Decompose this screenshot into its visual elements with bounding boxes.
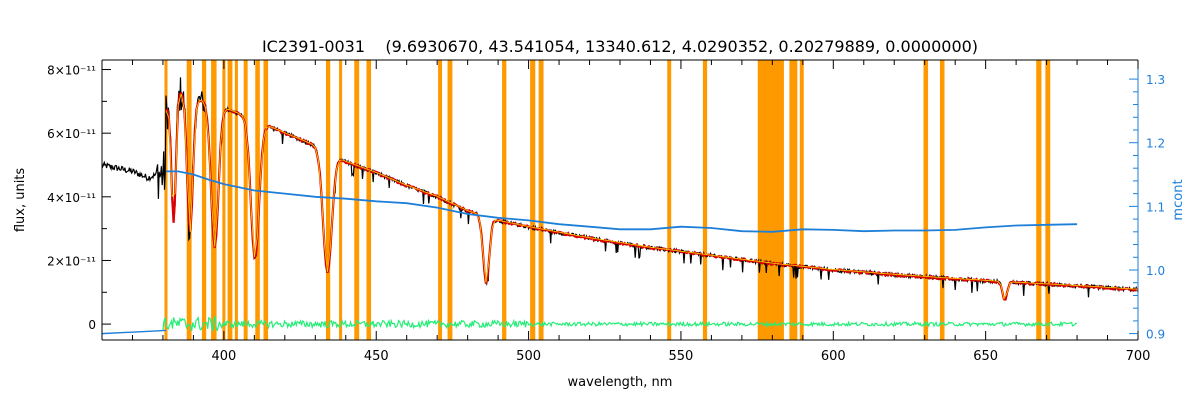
masked-region	[757, 60, 784, 340]
masked-region	[939, 60, 945, 340]
mcont-baseline	[101, 329, 167, 335]
chart-title: IC2391-0031 (9.6930670, 43.541054, 13340…	[262, 37, 978, 56]
masked-region	[438, 60, 443, 340]
masked-region	[234, 60, 238, 340]
x-tick-label: 600	[821, 349, 846, 364]
masked-region	[1045, 60, 1051, 340]
masked-region	[502, 60, 507, 340]
axes: 400 450 500 550 600 650 700 0 2×10⁻¹¹ 4×10⁻¹¹ 6×10…	[47, 59, 1165, 364]
x-axis-label: wavelength, nm	[568, 375, 673, 390]
y-axis-label-right: mcont	[1171, 179, 1186, 220]
y-axis-label-left: flux, units	[13, 168, 28, 233]
masked-region	[211, 60, 217, 340]
y-tick-label-right: 0.9	[1146, 328, 1165, 342]
x-tick-label: 650	[973, 349, 998, 364]
masked-region	[339, 60, 343, 340]
y-tick-label-left: 8×10⁻¹¹	[47, 64, 96, 78]
masked-region	[227, 60, 233, 340]
masked-region	[702, 60, 708, 340]
masked-region	[186, 60, 192, 340]
masked-region	[164, 60, 168, 340]
spectrum-lines	[101, 77, 1139, 335]
masked-region	[222, 60, 226, 340]
masked-region	[667, 60, 672, 340]
masked-region	[538, 60, 544, 340]
masked-region	[325, 60, 331, 340]
residual-spectrum	[162, 315, 1078, 333]
masked-region	[243, 60, 248, 340]
x-tick-label: 550	[669, 349, 694, 364]
x-tick-label: 700	[1126, 349, 1151, 364]
y-tick-label-right: 1.1	[1146, 200, 1165, 214]
y-tick-label-right: 1.3	[1146, 73, 1165, 87]
x-tick-label: 450	[364, 349, 389, 364]
masked-region	[799, 60, 804, 340]
y-tick-label-left: 4×10⁻¹¹	[47, 191, 96, 205]
y-tick-label-left: 0	[88, 318, 96, 332]
fit-highlight	[165, 93, 1139, 300]
y-tick-label-right: 1.0	[1146, 264, 1165, 278]
y-tick-label-right: 1.2	[1146, 137, 1165, 151]
masked-region	[263, 60, 269, 340]
masked-region	[789, 60, 798, 340]
masked-region	[923, 60, 929, 340]
mcont-line	[166, 170, 1078, 233]
masked-region	[530, 60, 536, 340]
x-tick-label: 400	[211, 349, 236, 364]
masked-region	[255, 60, 260, 340]
y-tick-label-left: 2×10⁻¹¹	[47, 254, 96, 268]
masked-region	[1036, 60, 1042, 340]
x-tick-label: 500	[516, 349, 541, 364]
masked-regions	[164, 60, 1051, 340]
masked-region	[201, 60, 207, 340]
y-tick-label-left: 6×10⁻¹¹	[47, 127, 96, 141]
